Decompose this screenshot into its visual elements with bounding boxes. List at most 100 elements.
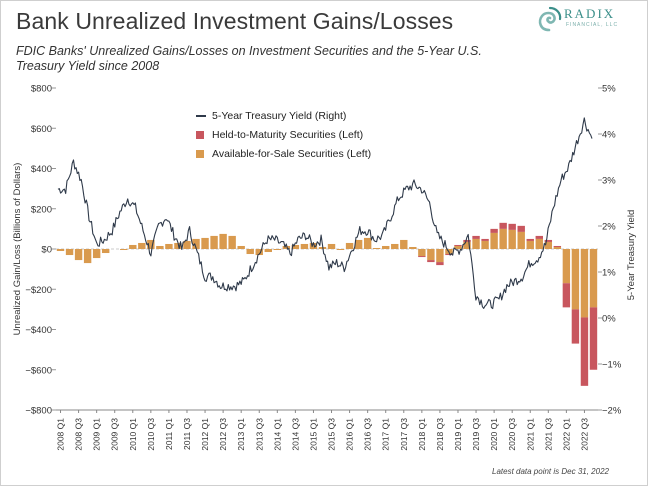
- x-tick-label: 2020 Q1: [489, 418, 499, 451]
- bar-afs: [490, 232, 498, 249]
- bar-afs: [517, 231, 525, 249]
- x-tick-label: 2018 Q1: [417, 418, 427, 451]
- legend-item-afs: Available-for-Sale Securities (Left): [196, 148, 371, 160]
- bar-afs: [372, 247, 381, 249]
- y-tick-label: −$600: [25, 365, 52, 376]
- x-tick-label: 2022 Q3: [579, 418, 589, 451]
- bar-afs: [391, 243, 399, 249]
- bar-afs: [508, 229, 516, 249]
- bar-afs: [363, 237, 372, 249]
- bar-htm: [418, 256, 426, 258]
- axes: $800 $600 $400 $200 $0 −$200 −$400 −$600 −$800 5%…: [12, 84, 637, 451]
- x-tick-label: 2021 Q1: [525, 418, 535, 451]
- x-tick-label: 2011 Q1: [164, 418, 174, 450]
- bar-afs: [418, 249, 426, 257]
- bar-afs: [454, 245, 462, 249]
- bar-htm: [544, 239, 553, 242]
- legend-line-swatch: [196, 115, 206, 117]
- logo-tagline: FINANCIAL, LLC: [566, 22, 619, 28]
- legend-item-yield: 5-Year Treasury Yield (Right): [196, 110, 346, 122]
- bar-htm: [508, 223, 516, 230]
- bar-htm: [454, 244, 462, 246]
- bar-htm: [580, 317, 589, 386]
- bar-afs: [147, 239, 155, 249]
- bar-afs: [264, 249, 272, 253]
- bar-htm: [553, 245, 562, 247]
- y-tick-label: −$800: [25, 406, 52, 417]
- x-tick-label: 2017 Q1: [381, 418, 391, 451]
- x-tick-label: 2012 Q3: [218, 418, 228, 451]
- y-tick-label: $600: [31, 124, 52, 135]
- x-tick-label: 2011 Q3: [182, 418, 192, 450]
- bar-htm: [526, 238, 534, 241]
- chart-subtitle: FDIC Banks' Unrealized Gains/Losses on I…: [16, 44, 482, 73]
- bar-htm: [490, 228, 498, 233]
- bar-afs: [481, 240, 489, 249]
- bar-afs: [237, 245, 245, 249]
- bar-htm: [517, 225, 525, 232]
- bar-afs: [472, 238, 480, 249]
- bar-afs: [192, 238, 200, 249]
- bar-afs: [544, 241, 553, 249]
- bar-afs: [156, 245, 164, 249]
- bar-afs: [183, 240, 191, 249]
- bar-afs: [273, 249, 282, 251]
- bar-afs: [165, 243, 173, 249]
- bar-afs: [463, 241, 471, 249]
- bar-htm: [463, 239, 471, 242]
- bar-afs: [400, 239, 408, 249]
- y2-tick-label: 2%: [602, 222, 616, 233]
- bar-afs: [336, 249, 345, 251]
- bar-afs: [120, 249, 128, 251]
- bar-htm: [589, 307, 598, 370]
- bar-afs: [436, 249, 444, 263]
- y-tick-label: $0: [41, 245, 52, 256]
- bar-afs: [201, 237, 209, 249]
- brand-logo: RADIX FINANCIAL, LLC: [534, 4, 634, 34]
- bar-afs: [535, 238, 543, 249]
- chart-title: Bank Unrealized Investment Gains/Losses: [16, 8, 454, 34]
- x-tick-label: 2020 Q3: [507, 418, 517, 451]
- x-tick-label: 2008 Q1: [56, 418, 66, 451]
- footnote: Latest data point is Dec 31, 2022: [492, 467, 609, 476]
- bar-htm: [472, 235, 480, 239]
- x-tick-label: 2022 Q1: [561, 418, 571, 451]
- x-tick-label: 2010 Q3: [146, 418, 156, 451]
- x-tick-label: 2021 Q3: [543, 418, 553, 451]
- x-tick-label: 2010 Q1: [128, 418, 138, 451]
- bar-afs: [174, 242, 182, 249]
- bar-afs: [92, 249, 101, 259]
- bar-afs: [580, 249, 589, 318]
- yield-line: [57, 117, 593, 310]
- y2-tick-label: −2%: [602, 406, 622, 417]
- legend-label-yield: 5-Year Treasury Yield (Right): [212, 110, 347, 122]
- bar-htm: [445, 254, 453, 256]
- bar-afs: [327, 243, 336, 249]
- y2-tick-label: 4%: [602, 130, 616, 141]
- bar-afs: [101, 249, 110, 254]
- x-tick-label: 2019 Q1: [453, 418, 463, 451]
- bar-afs: [219, 233, 227, 249]
- bar-afs: [409, 246, 417, 249]
- bar-htm: [499, 222, 507, 229]
- y2-tick-label: 5%: [602, 84, 616, 95]
- bar-afs: [553, 246, 562, 249]
- legend-afs-swatch: [196, 150, 204, 159]
- bar-afs: [427, 249, 435, 261]
- legend-label-htm: Held-to-Maturity Securities (Left): [212, 129, 364, 141]
- x-tick-label: 2012 Q1: [200, 418, 210, 451]
- bar-afs: [255, 249, 263, 256]
- yield-series: [57, 117, 593, 310]
- y-tick-label: $800: [31, 84, 52, 95]
- bar-afs: [83, 249, 92, 264]
- bar-afs: [345, 242, 354, 249]
- bar-afs: [499, 228, 507, 249]
- x-tick-label: 2017 Q3: [399, 418, 409, 451]
- x-tick-label: 2018 Q3: [435, 418, 445, 451]
- bar-afs: [210, 235, 218, 249]
- bar-afs: [571, 249, 580, 310]
- x-tick-label: 2016 Q3: [363, 418, 373, 451]
- y2-axis-title: 5-Year Treasury Yield: [626, 210, 637, 300]
- x-tick-label: 2019 Q3: [471, 418, 481, 451]
